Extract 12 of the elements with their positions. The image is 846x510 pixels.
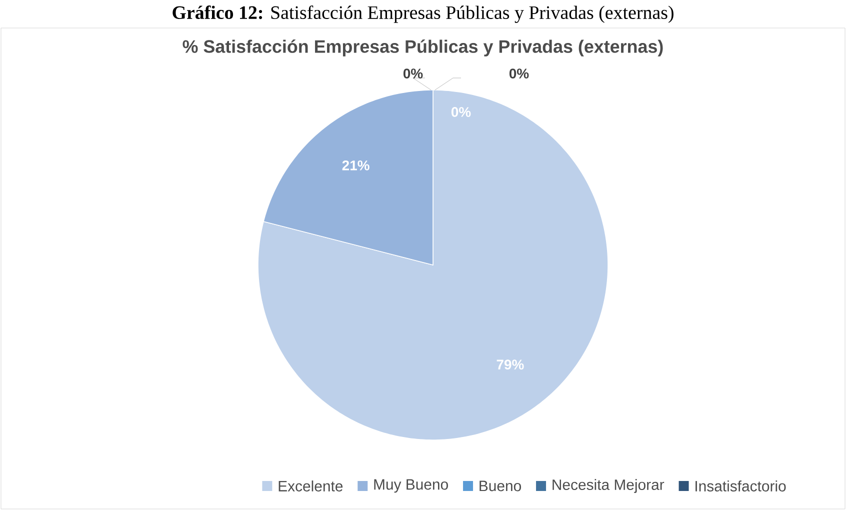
data-label: 79%: [496, 360, 524, 370]
data-label: 21%: [342, 160, 370, 170]
chart-subtitle: % Satisfacción Empresas Públicas y Privadas (externas): [182, 40, 663, 56]
legend-label: Muy Bueno: [374, 479, 448, 493]
text: 0%: [403, 68, 423, 78]
legend-label: Bueno: [480, 480, 522, 492]
legend-label: Insatisfactorio: [696, 480, 786, 492]
chart-title: Gráfico 12: Satisfacción Empresas Públicas y Privadas (externas): [172, 6, 674, 23]
legend-label: Excelente: [278, 480, 343, 492]
text: 0%: [509, 68, 529, 78]
text: 0%: [451, 107, 471, 117]
legend-label: Necesita Mejorar: [552, 479, 664, 493]
